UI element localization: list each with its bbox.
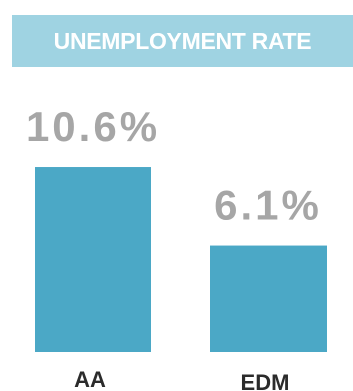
category-label-edm: EDM [241,370,290,391]
bar-edm [210,245,327,352]
value-label-edm: 6.1% [214,182,322,229]
title-banner: UNEMPLOYMENT RATE [12,15,353,67]
category-label-aa: AA [74,367,106,391]
bar-aa [35,167,151,352]
chart-title: UNEMPLOYMENT RATE [53,27,312,54]
value-label-aa: 10.6% [26,103,160,150]
